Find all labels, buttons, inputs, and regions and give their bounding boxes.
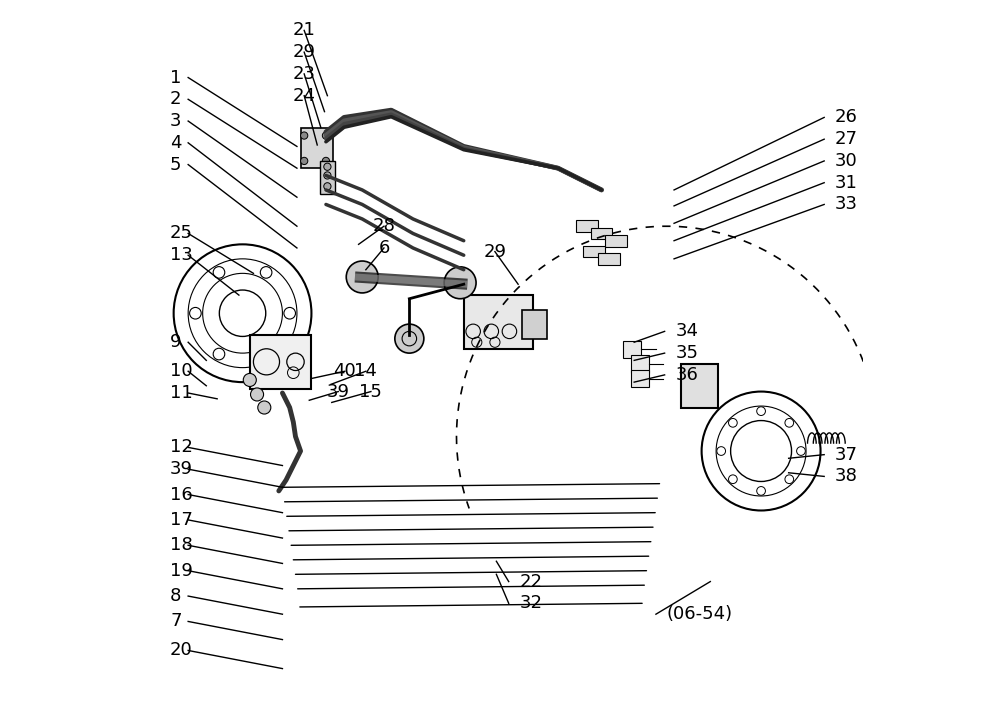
Circle shape [444, 267, 476, 298]
Text: 29: 29 [483, 242, 506, 261]
Circle shape [729, 419, 737, 427]
Text: 24: 24 [293, 87, 316, 105]
Text: 38: 38 [835, 467, 858, 486]
Circle shape [213, 348, 225, 360]
Text: 21: 21 [293, 21, 316, 39]
Circle shape [757, 407, 765, 416]
Text: 20: 20 [170, 641, 193, 660]
FancyBboxPatch shape [464, 295, 533, 349]
Text: 31: 31 [835, 174, 858, 191]
Circle shape [785, 419, 794, 427]
Text: 11: 11 [170, 384, 193, 402]
Circle shape [251, 388, 264, 401]
Text: 14: 14 [354, 363, 377, 380]
FancyBboxPatch shape [605, 235, 627, 247]
Text: 1: 1 [170, 68, 181, 87]
Text: 23: 23 [293, 65, 316, 83]
Text: 33: 33 [835, 195, 858, 213]
Circle shape [284, 307, 295, 319]
Circle shape [322, 132, 330, 139]
Circle shape [258, 401, 271, 414]
Text: 39: 39 [170, 460, 193, 478]
Text: 35: 35 [676, 344, 699, 362]
FancyBboxPatch shape [576, 221, 598, 232]
Text: 6: 6 [378, 239, 390, 257]
Text: 26: 26 [835, 108, 858, 127]
Text: 27: 27 [835, 130, 858, 149]
Text: 17: 17 [170, 511, 193, 529]
Text: 16: 16 [170, 486, 193, 504]
FancyBboxPatch shape [681, 364, 718, 408]
Text: 4: 4 [170, 134, 182, 152]
Text: 12: 12 [170, 438, 193, 456]
Text: (06-54): (06-54) [667, 605, 733, 623]
FancyBboxPatch shape [623, 341, 641, 358]
Circle shape [717, 447, 726, 456]
Text: 5: 5 [170, 156, 182, 173]
Text: 15: 15 [359, 382, 382, 400]
Text: 34: 34 [676, 323, 699, 341]
Text: 19: 19 [170, 562, 193, 579]
Text: 32: 32 [520, 594, 543, 612]
Circle shape [301, 132, 308, 139]
Circle shape [797, 447, 805, 456]
Circle shape [346, 261, 378, 293]
FancyBboxPatch shape [522, 309, 547, 339]
Text: 40: 40 [333, 363, 356, 380]
Text: 29: 29 [293, 43, 316, 61]
FancyBboxPatch shape [250, 335, 311, 389]
Circle shape [324, 163, 331, 170]
Circle shape [324, 183, 331, 190]
Circle shape [260, 348, 272, 360]
Circle shape [395, 324, 424, 353]
Circle shape [324, 172, 331, 179]
Text: 8: 8 [170, 587, 181, 605]
Text: 25: 25 [170, 224, 193, 242]
FancyBboxPatch shape [583, 246, 605, 258]
Circle shape [243, 373, 256, 387]
Text: 13: 13 [170, 246, 193, 264]
Circle shape [213, 266, 225, 278]
FancyBboxPatch shape [631, 355, 649, 373]
Text: 18: 18 [170, 537, 193, 554]
Circle shape [729, 475, 737, 483]
Text: 10: 10 [170, 363, 193, 380]
Text: 30: 30 [835, 152, 858, 170]
Text: 7: 7 [170, 612, 182, 630]
Circle shape [301, 157, 308, 165]
FancyBboxPatch shape [320, 161, 335, 194]
FancyBboxPatch shape [598, 253, 620, 265]
Circle shape [322, 157, 330, 165]
FancyBboxPatch shape [591, 228, 612, 240]
Text: 22: 22 [520, 572, 543, 590]
Circle shape [757, 486, 765, 495]
Text: 2: 2 [170, 90, 182, 108]
Text: 39: 39 [327, 382, 350, 400]
FancyBboxPatch shape [301, 128, 333, 168]
Circle shape [190, 307, 201, 319]
Text: 37: 37 [835, 446, 858, 464]
FancyBboxPatch shape [631, 370, 649, 387]
Text: 28: 28 [373, 217, 395, 235]
Text: 9: 9 [170, 333, 182, 351]
Text: 3: 3 [170, 112, 182, 130]
Circle shape [785, 475, 794, 483]
Circle shape [260, 266, 272, 278]
Text: 36: 36 [676, 366, 698, 384]
